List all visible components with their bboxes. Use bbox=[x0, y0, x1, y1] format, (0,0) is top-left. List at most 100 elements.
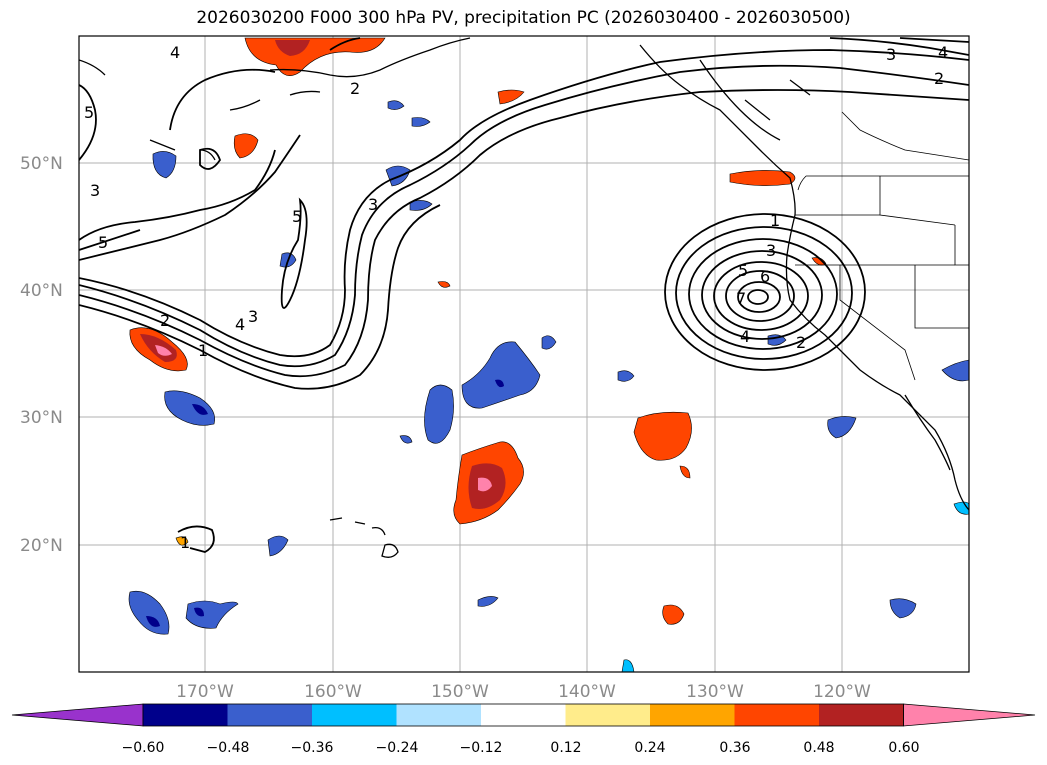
colorbar-tick-label: −0.60 bbox=[122, 740, 165, 756]
colorbar-segment bbox=[481, 704, 566, 726]
precip-blob-negative bbox=[621, 659, 635, 672]
lon-label: 150°W bbox=[431, 682, 489, 702]
contour-label: 4 bbox=[740, 327, 750, 346]
contour-label: 6 bbox=[760, 267, 770, 286]
colorbar-extend-min bbox=[11, 703, 144, 727]
precip-blob-positive bbox=[497, 89, 525, 105]
pv-contour-10 bbox=[177, 525, 215, 553]
precip-blob-peak bbox=[478, 477, 492, 492]
pv-ring-6 bbox=[725, 270, 795, 322]
precip-blob-negative bbox=[128, 590, 170, 635]
alaska-coast bbox=[269, 37, 471, 78]
contour-label: 3 bbox=[248, 307, 258, 326]
precip-blob-positive bbox=[175, 536, 189, 546]
precip-blob-negative bbox=[164, 390, 215, 426]
pv-ring-2 bbox=[675, 226, 853, 360]
precip-blob-positive bbox=[233, 133, 259, 159]
pv-ring-3 bbox=[688, 238, 838, 350]
precip-blob-core-negative bbox=[146, 616, 160, 627]
colorbar-tick-label: 0.12 bbox=[550, 740, 581, 756]
contour-label: 5 bbox=[84, 103, 94, 122]
precip-blob-negative bbox=[477, 596, 499, 607]
colorbar bbox=[11, 703, 1036, 727]
lon-label: 170°W bbox=[176, 682, 234, 702]
colorbar-segment bbox=[396, 704, 482, 726]
lat-label: 40°N bbox=[20, 281, 63, 301]
precip-blob-negative bbox=[889, 598, 917, 619]
nw-fjords bbox=[699, 59, 811, 141]
contour-label: 5 bbox=[98, 233, 108, 252]
precip-blob-negative bbox=[941, 359, 969, 382]
contour-label: 1 bbox=[770, 211, 780, 230]
precip-blob-core-negative bbox=[192, 404, 208, 415]
precip-blob-negative bbox=[399, 435, 413, 444]
pv-ring-8 bbox=[747, 289, 769, 305]
colorbar-segment bbox=[312, 704, 397, 726]
pv-contour-5 bbox=[79, 134, 301, 261]
lon-label: 140°W bbox=[558, 682, 616, 702]
pv-contour-7 bbox=[169, 37, 361, 131]
precip-blob-core bbox=[275, 40, 310, 56]
precip-blob-core-negative bbox=[194, 607, 204, 617]
colorbar-tick-label: 0.24 bbox=[634, 740, 665, 756]
coastlines bbox=[79, 37, 969, 558]
colorbar-tick-label: 0.60 bbox=[888, 740, 919, 756]
pv-ring-4 bbox=[701, 250, 823, 340]
precip-blob-negative bbox=[387, 100, 405, 110]
precip-blob-negative bbox=[152, 151, 177, 179]
hawaii-islands bbox=[329, 517, 399, 558]
colorbar-tick-label: −0.36 bbox=[291, 740, 334, 756]
north-america-coast bbox=[639, 44, 969, 511]
colorbar-segment bbox=[565, 704, 651, 726]
lat-label: 50°N bbox=[20, 154, 63, 174]
pv-contour-1 bbox=[79, 49, 969, 358]
precip-blob-negative bbox=[267, 535, 289, 557]
lon-label: 130°W bbox=[686, 682, 744, 702]
colorbar-segment bbox=[227, 704, 313, 726]
contour-label: 3 bbox=[368, 195, 378, 214]
precip-blob-positive bbox=[437, 281, 451, 288]
colorbar-tick-label: 0.36 bbox=[719, 740, 750, 756]
map-frame bbox=[78, 35, 970, 673]
precip-blob-positive bbox=[662, 604, 685, 625]
precip-shading bbox=[128, 37, 969, 672]
precip-blob-negative bbox=[411, 117, 431, 127]
precip-blob-negative bbox=[827, 416, 857, 439]
precip-blob-positive bbox=[679, 465, 691, 479]
pv-contours bbox=[79, 37, 969, 553]
precip-blob-negative bbox=[461, 341, 541, 409]
contour-label: 2 bbox=[934, 69, 944, 88]
contour-label: 3 bbox=[90, 181, 100, 200]
lat-label: 20°N bbox=[20, 536, 63, 556]
lon-labels: 170°W 160°W 150°W 140°W 130°W 120°W bbox=[176, 682, 871, 702]
pv-contour-8 bbox=[280, 197, 308, 309]
aleutian-islands bbox=[79, 59, 321, 161]
precip-blob-negative bbox=[185, 600, 239, 629]
colorbar-tick-label: −0.24 bbox=[376, 740, 419, 756]
pv-contour-9 bbox=[199, 147, 221, 170]
contour-label: 4 bbox=[170, 43, 180, 62]
lon-label: 160°W bbox=[304, 682, 362, 702]
pv-contour-3 bbox=[79, 89, 969, 378]
contour-label: 5 bbox=[738, 261, 748, 280]
lat-label: 30°N bbox=[20, 408, 63, 428]
precip-blob-negative bbox=[617, 370, 635, 382]
colorbar-extend-max bbox=[903, 703, 1036, 727]
precip-blob-negative bbox=[424, 384, 454, 444]
contour-label: 5 bbox=[292, 207, 302, 226]
pv-contour-4 bbox=[79, 204, 441, 390]
colorbar-frame bbox=[142, 703, 904, 727]
precip-blob-positive bbox=[633, 411, 692, 461]
gridlines bbox=[79, 36, 969, 672]
colorbar-tick-label: 0.48 bbox=[803, 740, 834, 756]
contour-label: 7 bbox=[736, 289, 746, 308]
pv-contour-11 bbox=[829, 37, 969, 56]
colorbar-tick-label: −0.12 bbox=[460, 740, 503, 756]
pv-contour-2 bbox=[79, 64, 969, 368]
contour-label: 2 bbox=[350, 79, 360, 98]
precip-blob-negative bbox=[541, 335, 557, 350]
pv-ring-5 bbox=[713, 261, 809, 331]
contour-label: 3 bbox=[886, 45, 896, 64]
colorbar-ticks: −0.60 −0.48 −0.36 −0.24 −0.12 0.12 0.24 … bbox=[122, 740, 920, 756]
contour-label: 2 bbox=[160, 311, 170, 330]
